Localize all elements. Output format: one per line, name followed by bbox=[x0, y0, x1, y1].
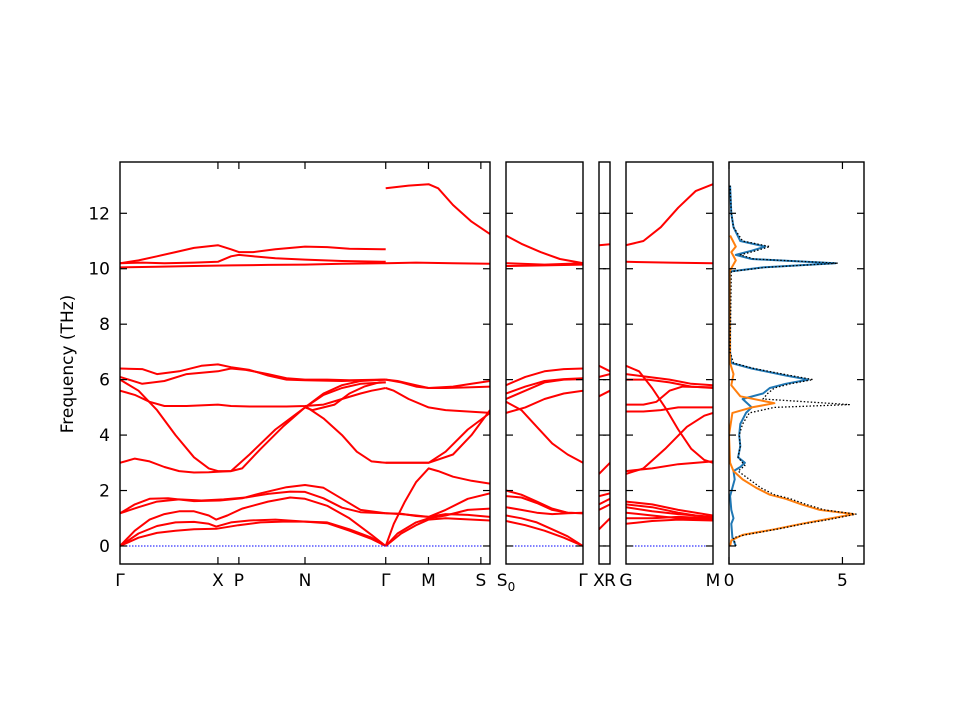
dos-x-tick-label: 0 bbox=[724, 571, 735, 591]
plot-area-p3 bbox=[599, 243, 610, 547]
panel-frame bbox=[598, 161, 611, 565]
band-line bbox=[599, 243, 610, 247]
band-line bbox=[120, 496, 387, 547]
band-line bbox=[506, 400, 583, 464]
band-line bbox=[626, 183, 713, 247]
band-line bbox=[626, 385, 713, 406]
band-line bbox=[120, 261, 490, 269]
band-line bbox=[626, 515, 713, 520]
band-line bbox=[599, 497, 610, 506]
x-tick-label: S0 bbox=[497, 571, 515, 594]
x-tick-label: Γ bbox=[578, 571, 588, 591]
x-tick-label: X bbox=[212, 571, 224, 591]
x-tick-label: S bbox=[475, 571, 486, 591]
band-line bbox=[506, 262, 583, 266]
x-tick-label: M bbox=[706, 571, 721, 591]
band-line bbox=[599, 517, 610, 531]
panel-frame bbox=[119, 161, 491, 565]
band-line bbox=[385, 517, 490, 547]
panel-frame bbox=[728, 161, 865, 565]
band-line bbox=[599, 462, 610, 475]
y-tick-label: 10 bbox=[88, 260, 110, 280]
dos-total-line bbox=[729, 185, 857, 547]
dos-x-tick-label: 5 bbox=[837, 571, 848, 591]
panel-p1: Γ X P N Γ M S 0 2 4 6 8 10 12 bbox=[88, 161, 491, 591]
band-line bbox=[120, 378, 386, 473]
y-tick-label: 6 bbox=[99, 371, 110, 391]
band-line bbox=[626, 518, 713, 525]
band-line bbox=[385, 378, 490, 389]
band-line bbox=[506, 367, 583, 387]
band-line bbox=[120, 244, 386, 265]
plot-area-p2 bbox=[506, 234, 583, 547]
x-tick-label: M bbox=[421, 571, 436, 591]
band-line bbox=[385, 387, 490, 414]
band-line bbox=[120, 363, 386, 382]
band-line bbox=[626, 406, 713, 413]
band-line bbox=[626, 506, 713, 518]
band-line bbox=[385, 412, 490, 464]
band-line bbox=[120, 520, 387, 547]
x-tick-label: P bbox=[234, 571, 244, 591]
x-tick-label: G bbox=[619, 571, 632, 591]
x-tick-label: Γ bbox=[381, 571, 391, 591]
panel-frame bbox=[505, 161, 584, 565]
band-line bbox=[120, 490, 386, 515]
band-line bbox=[506, 506, 583, 516]
band-line bbox=[599, 389, 610, 398]
band-line bbox=[506, 378, 583, 400]
panel-p2: S0 Γ bbox=[497, 161, 588, 594]
band-line bbox=[120, 518, 387, 547]
plot-area-dos bbox=[729, 185, 857, 547]
band-line bbox=[626, 373, 713, 387]
band-line bbox=[626, 260, 713, 265]
y-tick-label: 4 bbox=[99, 426, 110, 446]
y-tick-label: 12 bbox=[88, 204, 110, 224]
plot-area-p1 bbox=[120, 183, 490, 547]
band-line bbox=[120, 253, 386, 265]
x-tick-label: N bbox=[299, 571, 312, 591]
x-tick-label: Γ bbox=[115, 571, 125, 591]
band-line bbox=[626, 500, 713, 517]
band-line bbox=[599, 373, 610, 378]
dos-partial-line bbox=[729, 235, 855, 547]
panel-frame bbox=[625, 161, 714, 565]
band-line bbox=[506, 514, 583, 547]
band-line bbox=[599, 364, 610, 373]
band-line bbox=[384, 467, 490, 547]
band-line bbox=[506, 234, 583, 265]
y-tick-label: 0 bbox=[99, 537, 110, 557]
band-line bbox=[385, 512, 490, 518]
y-axis-label: Frequency (THz) bbox=[58, 295, 78, 434]
band-line bbox=[384, 507, 490, 547]
band-line bbox=[120, 387, 386, 408]
dos-partial-line bbox=[729, 185, 837, 547]
y-tick-label: 2 bbox=[99, 482, 110, 502]
band-line bbox=[599, 503, 610, 511]
y-tick-label: 8 bbox=[99, 315, 110, 335]
plot-area-p4 bbox=[626, 183, 713, 547]
band-line bbox=[626, 460, 713, 473]
x-tick-label: R bbox=[604, 571, 616, 591]
band-line bbox=[506, 520, 583, 547]
band-line bbox=[626, 364, 713, 464]
band-line bbox=[385, 183, 490, 235]
x-tick-label: X bbox=[593, 571, 605, 591]
band-line bbox=[599, 492, 610, 498]
band-line bbox=[120, 484, 386, 515]
band-line bbox=[304, 405, 490, 464]
